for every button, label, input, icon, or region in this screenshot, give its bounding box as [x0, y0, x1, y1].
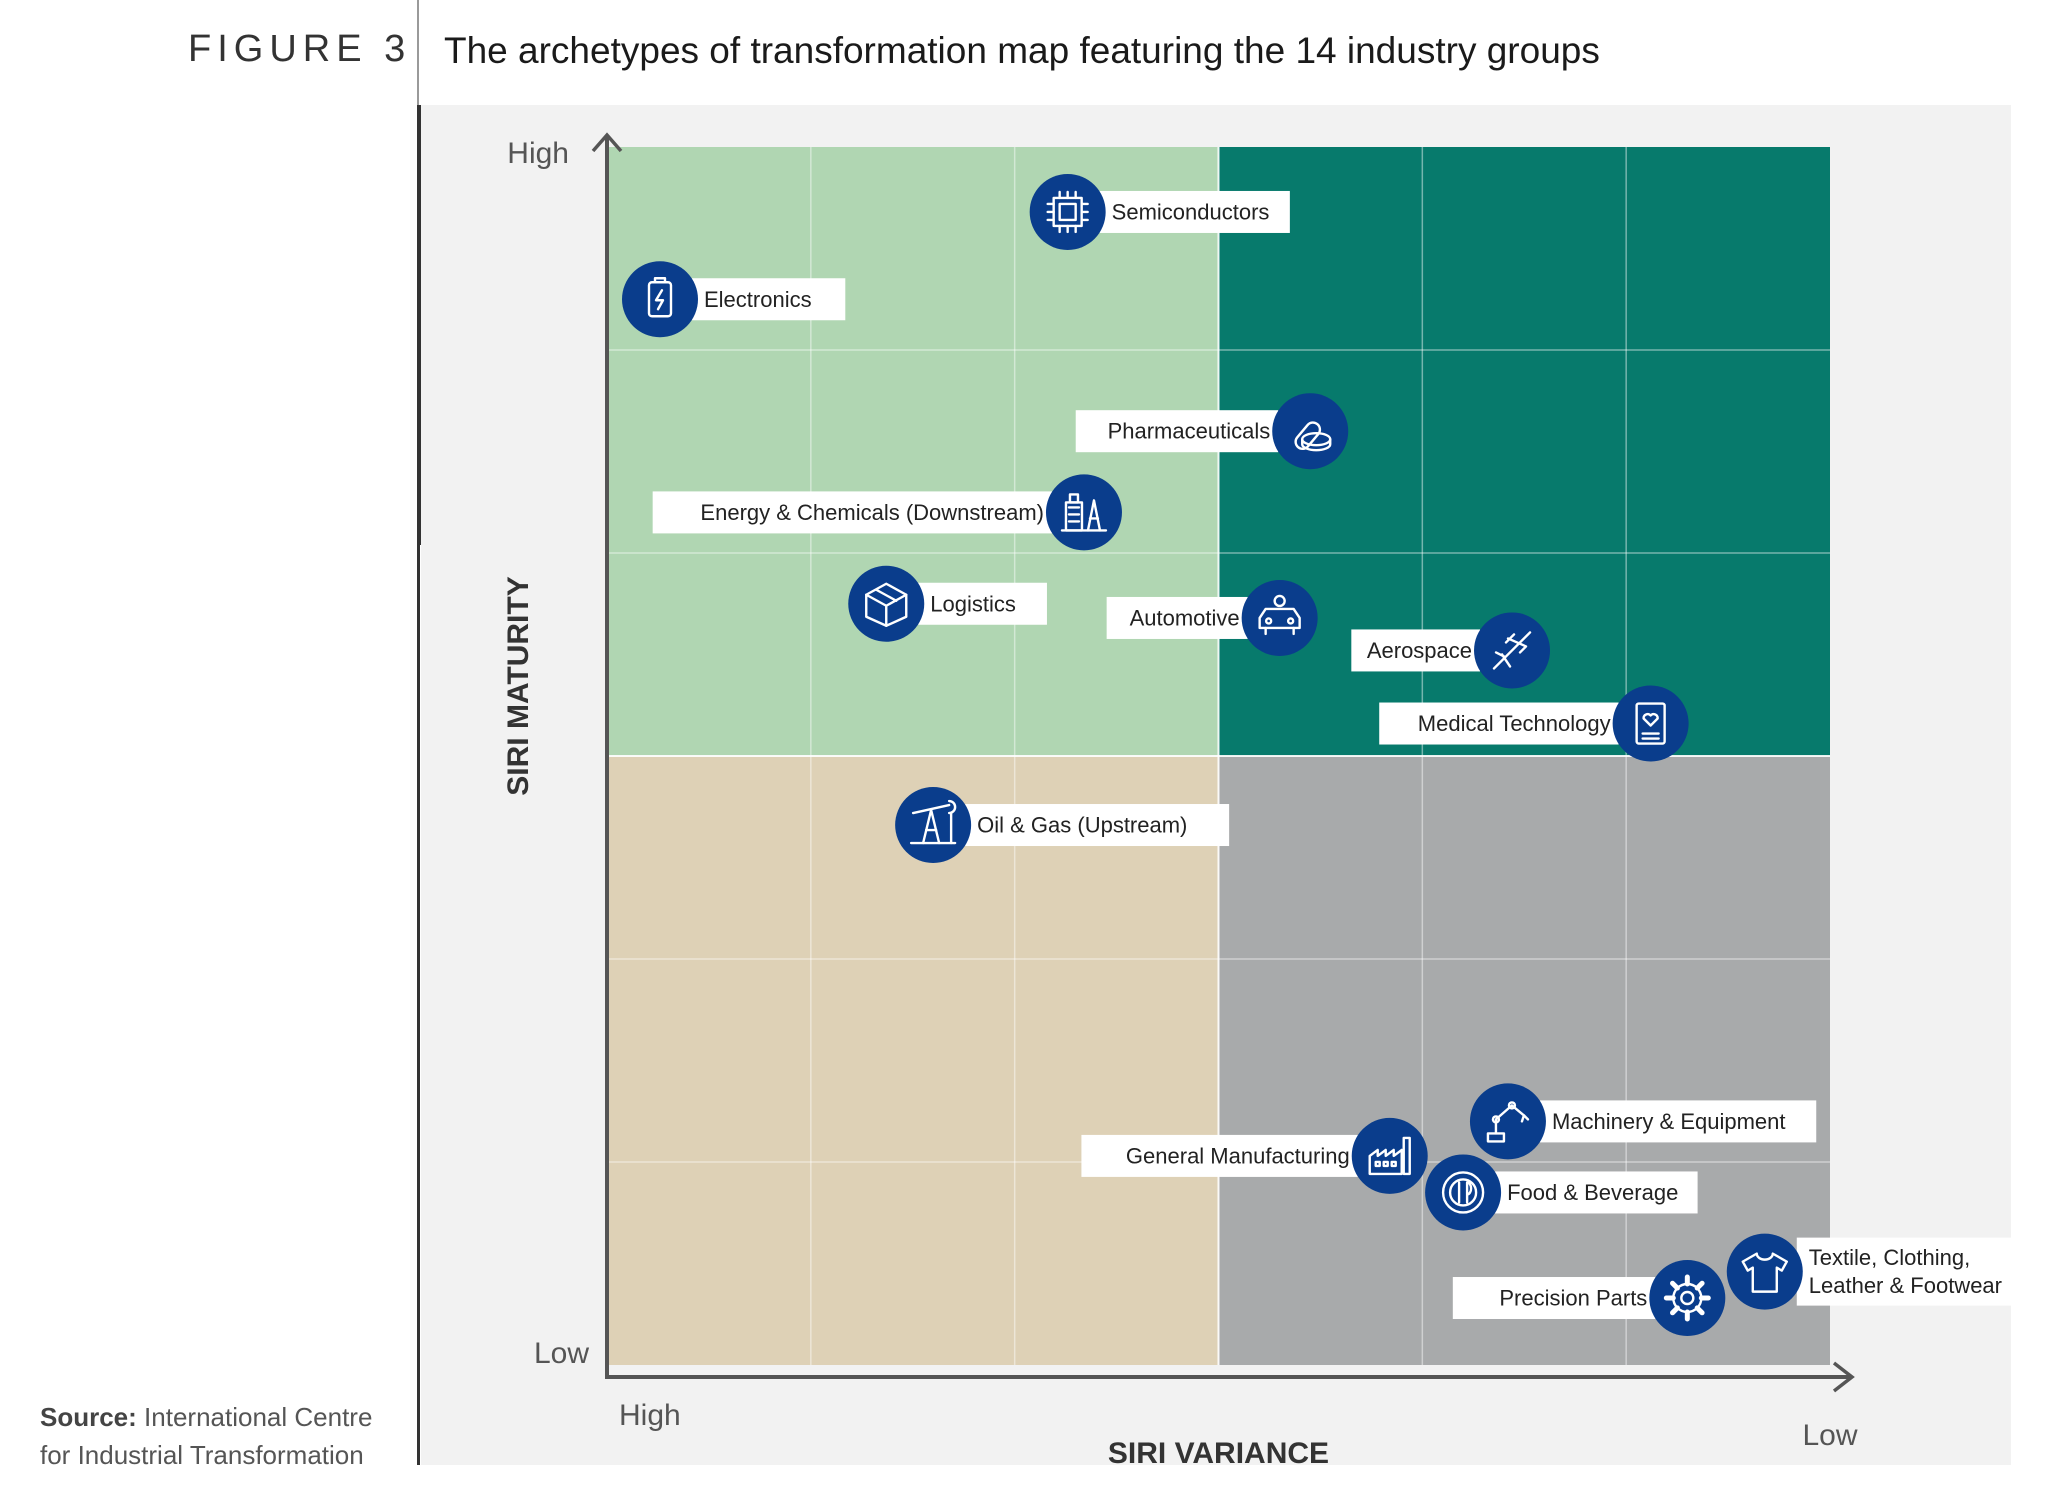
refinery-icon: [1060, 493, 1108, 532]
data-point: Textile, Clothing, Leather & Footwear: [1726, 1233, 2037, 1310]
source-note: Source: International Centre for Industr…: [40, 1398, 400, 1474]
factory-icon: [1368, 1136, 1411, 1176]
point-marker: [1649, 1260, 1726, 1337]
point-label-box: [691, 278, 846, 321]
point-label: Semiconductors: [1112, 199, 1270, 224]
point-marker: [895, 787, 972, 864]
data-point: Automotive: [1106, 579, 1318, 656]
point-label: Pharmaceuticals: [1108, 419, 1271, 444]
point-marker: [848, 565, 925, 642]
robot-arm-icon: [1486, 1101, 1530, 1143]
point-label-box: [918, 582, 1047, 625]
point-label: Leather & Footwear: [1809, 1273, 2002, 1298]
data-point: Semiconductors: [1029, 173, 1290, 250]
data-point: Machinery & Equipment: [1469, 1083, 1817, 1160]
point-label-box: [965, 804, 1230, 847]
point-label: Machinery & Equipment: [1552, 1109, 1786, 1134]
x-axis-low-label: Low: [1802, 1419, 1857, 1452]
point-label: Automotive: [1130, 605, 1240, 630]
pill-icon: [1294, 421, 1332, 452]
point-marker: [1726, 1233, 1803, 1310]
point-label-box: [1081, 1134, 1358, 1177]
point-label-box: [1495, 1171, 1698, 1214]
chip-icon: [1046, 190, 1089, 234]
source-line1: International Centre: [144, 1402, 373, 1432]
point-marker: [1272, 393, 1349, 470]
divider-top: [417, 0, 419, 105]
data-point: Precision Parts: [1452, 1260, 1726, 1337]
plate-icon: [1441, 1171, 1485, 1214]
gear-icon: [1663, 1274, 1711, 1322]
point-label: Energy & Chemicals (Downstream): [700, 500, 1044, 525]
point-label: Oil & Gas (Upstream): [977, 813, 1187, 838]
x-axis-title: SIRI VARIANCE: [1108, 1437, 1329, 1465]
x-axis-high-label: High: [619, 1399, 681, 1432]
point-marker: [1351, 1117, 1428, 1194]
y-axis-high-label: High: [507, 137, 569, 170]
point-label: Food & Beverage: [1507, 1180, 1678, 1205]
data-point: Food & Beverage: [1425, 1154, 1698, 1231]
source-prefix: Source:: [40, 1402, 137, 1432]
x-axis-arrow: [1832, 1361, 1855, 1393]
data-point: Energy & Chemicals (Downstream): [652, 474, 1122, 551]
point-marker: [1469, 1083, 1546, 1160]
source-line2: for Industrial Transformation: [40, 1440, 364, 1470]
point-marker: [1045, 474, 1122, 551]
data-point: Medical Technology: [1379, 685, 1689, 762]
point-marker: [1612, 685, 1689, 762]
point-label: Medical Technology: [1418, 711, 1611, 736]
point-label: General Manufacturing: [1126, 1143, 1350, 1168]
point-label-box: [1099, 190, 1290, 233]
pumpjack-icon: [909, 799, 957, 845]
tablet-heart-icon: [1635, 702, 1666, 745]
divider-main: [417, 105, 421, 545]
data-point: Pharmaceuticals: [1075, 393, 1349, 470]
point-label-box: [1106, 596, 1248, 639]
y-axis-low-label: Low: [534, 1337, 589, 1370]
battery-icon: [647, 277, 673, 318]
point-marker: [1029, 173, 1106, 250]
divider-bottom: [417, 545, 420, 1465]
point-marker: [1241, 579, 1318, 656]
quadrant-bottom-left: [607, 756, 1219, 1365]
data-point: Oil & Gas (Upstream): [895, 787, 1230, 864]
point-label-box: [1539, 1100, 1817, 1143]
point-label: Textile, Clothing,: [1809, 1245, 1970, 1270]
data-point: Aerospace: [1351, 612, 1551, 689]
data-point: General Manufacturing: [1081, 1117, 1428, 1194]
point-label: Aerospace: [1367, 638, 1472, 663]
point-label: Logistics: [930, 591, 1016, 616]
point-label: Electronics: [704, 287, 812, 312]
point-label-box: [652, 491, 1052, 534]
plane-icon: [1492, 631, 1532, 670]
point-marker: [1425, 1154, 1502, 1231]
data-point: Logistics: [848, 565, 1047, 642]
quadrant-chart: High Low High Low SIRI VARIANCE SIRI MATURITY…: [502, 132, 2037, 1465]
y-axis-title: SIRI MATURITY: [502, 576, 535, 795]
y-axis-arrow: [591, 132, 623, 153]
point-label-box: [1351, 629, 1481, 672]
point-label-box: [1796, 1237, 2037, 1306]
box-icon: [865, 582, 908, 627]
shirt-icon: [1741, 1252, 1788, 1293]
point-label-box: [1379, 702, 1619, 745]
point-label-box: [1452, 1277, 1656, 1320]
data-point: Electronics: [621, 261, 846, 338]
point-label-box: [1075, 410, 1279, 453]
car-icon: [1258, 594, 1301, 636]
point-label: Precision Parts: [1499, 1286, 1647, 1311]
figure-title: The archetypes of transformation map fea…: [444, 30, 1600, 71]
figure-label: FIGURE 3: [188, 28, 412, 70]
